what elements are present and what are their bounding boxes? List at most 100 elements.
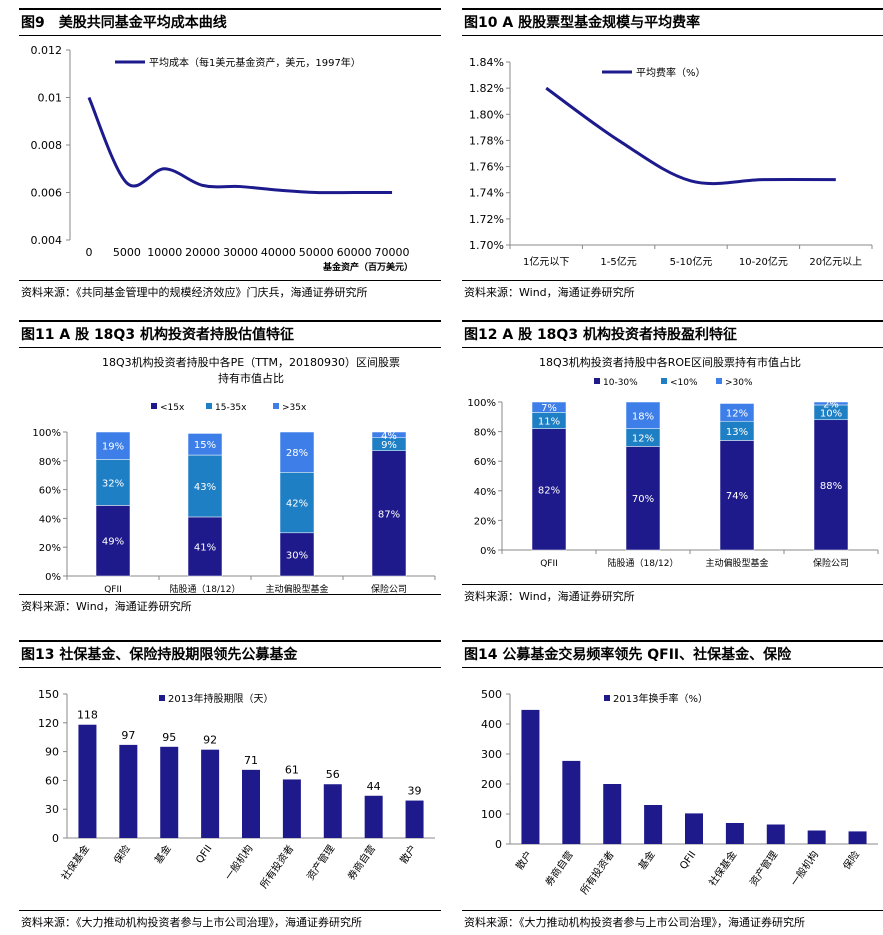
y-tick-label: 0.004 <box>31 234 63 247</box>
data-label: 41% <box>194 542 216 553</box>
y-tick-label: 80% <box>474 428 496 439</box>
data-label: 87% <box>378 509 400 520</box>
bar-segment <box>531 428 567 551</box>
x-tick-label: QFII <box>194 843 214 865</box>
bar <box>78 724 97 838</box>
y-tick-label: 0.006 <box>31 187 63 200</box>
bar <box>603 784 622 844</box>
bar <box>201 749 220 838</box>
bar <box>323 784 342 838</box>
legend-label: 2013年换手率（%） <box>613 692 708 705</box>
y-tick-label: 40% <box>474 487 496 498</box>
data-label: 19% <box>102 442 124 453</box>
bar-segment <box>279 472 315 534</box>
figure-title: 图9 美股共同基金平均成本曲线 <box>19 8 441 36</box>
figure-title: 图10 A 股股票型基金规模与平均费率 <box>462 8 883 36</box>
y-tick-label: 40% <box>39 514 61 525</box>
figure-source: 资料来源：Wind，海通证券研究所 <box>462 280 883 300</box>
bar <box>119 744 138 838</box>
legend-label: >30% <box>725 378 753 388</box>
bar <box>282 779 301 838</box>
legend-swatch <box>273 403 279 409</box>
bar <box>405 800 424 838</box>
figure-title: 图12 A 股 18Q3 机构投资者持股盈利特征 <box>462 320 883 348</box>
data-label: 61 <box>285 763 299 776</box>
data-label: 15% <box>194 440 216 451</box>
y-tick-label: 100 <box>481 808 502 821</box>
figure-12: 图12 A 股 18Q3 机构投资者持股盈利特征 18Q3机构投资者持股中各RO… <box>462 320 883 610</box>
bar-chart: 150 120 90 60 30 0 2013年持股期限（天） 118 社保基金 97 保险 95 基金… <box>38 688 435 891</box>
legend-swatch <box>604 695 610 701</box>
data-label: 97 <box>121 729 135 742</box>
legend-swatch <box>159 695 165 701</box>
x-tick-label: 60000 <box>337 246 372 259</box>
bar-segment <box>279 431 315 473</box>
x-tick-label: 一般机构 <box>222 842 256 882</box>
line-chart: 0.012 0.01 0.008 0.006 0.004 0 5000 10000 20000 3… <box>31 44 414 273</box>
x-tick-label: 30000 <box>223 246 258 259</box>
x-tick-label: 70000 <box>375 246 410 259</box>
data-label: 32% <box>102 478 124 489</box>
y-tick-label: 0.01 <box>38 92 63 105</box>
bar-chart: 500 400 300 200 100 0 2013年换手率（%） 散户 券商自营 所有投资者 基金… <box>481 688 878 897</box>
bar-segment <box>625 401 661 429</box>
data-label: 4% <box>381 431 397 442</box>
bar <box>364 795 383 838</box>
legend-label: 15-35x <box>215 403 247 413</box>
data-label: 118 <box>77 709 98 722</box>
x-tick-label: 0 <box>85 246 92 259</box>
stacked-bar-chart: 18Q3机构投资者持股中各ROE区间股票持有市值占比 10-30% <10% >30%… <box>467 355 879 569</box>
y-tick-label: 90 <box>45 746 59 759</box>
bar-segment <box>531 401 567 413</box>
data-label: 10% <box>820 408 842 419</box>
y-tick-label: 80% <box>39 457 61 468</box>
data-label: 9% <box>381 440 397 451</box>
figure-source: 资料来源：《大力推动机构投资者参与上市公司治理》，海通证券研究所 <box>462 910 883 930</box>
x-tick-label: 陆股通（18/12） <box>608 557 679 569</box>
bar <box>725 823 744 844</box>
y-tick-label: 0% <box>45 572 61 583</box>
figure-13: 图13 社保基金、保险持股期限领先公募基金 150 120 90 60 30 0 2013年… <box>19 640 441 932</box>
figure-source: 资料来源：《共同基金管理中的规模经济效应》门庆兵，海通证券研究所 <box>19 280 441 300</box>
data-label: 2% <box>823 399 839 410</box>
bar <box>807 830 826 844</box>
x-tick-label: 1亿元以下 <box>523 255 569 268</box>
x-tick-label: 主动偏股型基金 <box>705 557 768 569</box>
y-tick-label: 60% <box>474 457 496 468</box>
x-tick-label: 所有投资者 <box>577 848 616 896</box>
legend-label: 10-30% <box>603 378 638 388</box>
line-chart: 1.84% 1.82% 1.80% 1.78% 1.76% 1.74% 1.72% 1.70%… <box>469 56 873 268</box>
bar <box>848 831 867 844</box>
data-label: 30% <box>286 550 308 561</box>
legend-swatch <box>151 403 157 409</box>
x-tick-label: 散户 <box>513 848 535 872</box>
data-label: 44 <box>367 780 381 793</box>
legend-label: 2013年持股期限（天） <box>168 692 273 705</box>
data-label: 18% <box>632 411 654 422</box>
bar-segment <box>371 450 407 577</box>
bar <box>521 709 540 844</box>
y-tick-label: 20% <box>39 543 61 554</box>
bar-segment <box>719 440 755 551</box>
x-tick-label: 保险公司 <box>813 557 849 569</box>
y-tick-label: 1.80% <box>469 108 504 121</box>
legend-swatch <box>206 403 212 409</box>
bar-segment <box>279 532 315 577</box>
data-label: 39 <box>408 785 422 798</box>
y-tick-label: 1.82% <box>469 82 504 95</box>
y-tick-label: 0 <box>495 838 502 851</box>
y-tick-label: 0% <box>480 546 496 557</box>
x-tick-label: 40000 <box>261 246 296 259</box>
series-line <box>87 96 393 195</box>
data-label: 13% <box>726 427 748 438</box>
x-tick-label: 20亿元以上 <box>809 255 862 268</box>
data-label: 71 <box>244 754 258 767</box>
legend-label: <15x <box>160 403 185 413</box>
y-tick-label: 500 <box>481 688 502 701</box>
y-tick-label: 150 <box>38 688 59 701</box>
y-tick-label: 0.008 <box>31 139 63 152</box>
y-tick-label: 1.84% <box>469 56 504 69</box>
x-tick-label: 10-20亿元 <box>739 255 788 268</box>
x-axis-label: 基金资产（百万美元） <box>322 261 413 273</box>
y-tick-label: 60 <box>45 774 59 787</box>
